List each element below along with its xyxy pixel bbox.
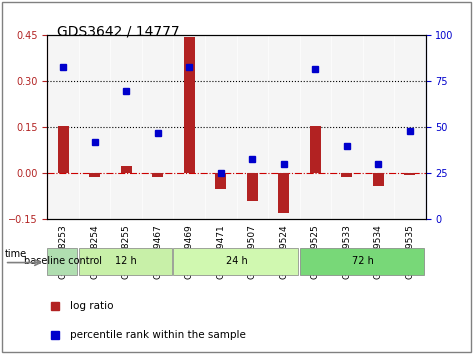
Bar <box>121 166 131 173</box>
Text: GDS3642 / 14777: GDS3642 / 14777 <box>57 25 179 39</box>
FancyBboxPatch shape <box>79 247 172 275</box>
Bar <box>184 37 195 173</box>
Bar <box>247 173 258 201</box>
Bar <box>152 173 163 177</box>
Text: 12 h: 12 h <box>115 256 137 266</box>
Bar <box>310 126 321 173</box>
Bar <box>373 173 384 186</box>
Text: baseline control: baseline control <box>24 256 102 266</box>
Text: 72 h: 72 h <box>352 256 374 266</box>
FancyBboxPatch shape <box>299 247 424 275</box>
Text: percentile rank within the sample: percentile rank within the sample <box>70 330 246 339</box>
Bar <box>58 126 69 173</box>
FancyBboxPatch shape <box>47 247 77 275</box>
Bar <box>89 173 100 177</box>
Bar <box>404 173 415 175</box>
Text: log ratio: log ratio <box>70 301 114 311</box>
FancyBboxPatch shape <box>174 247 298 275</box>
Bar <box>342 173 352 177</box>
Text: time: time <box>5 249 27 258</box>
Bar <box>215 173 226 189</box>
Bar <box>278 173 289 213</box>
Text: 24 h: 24 h <box>226 256 247 266</box>
